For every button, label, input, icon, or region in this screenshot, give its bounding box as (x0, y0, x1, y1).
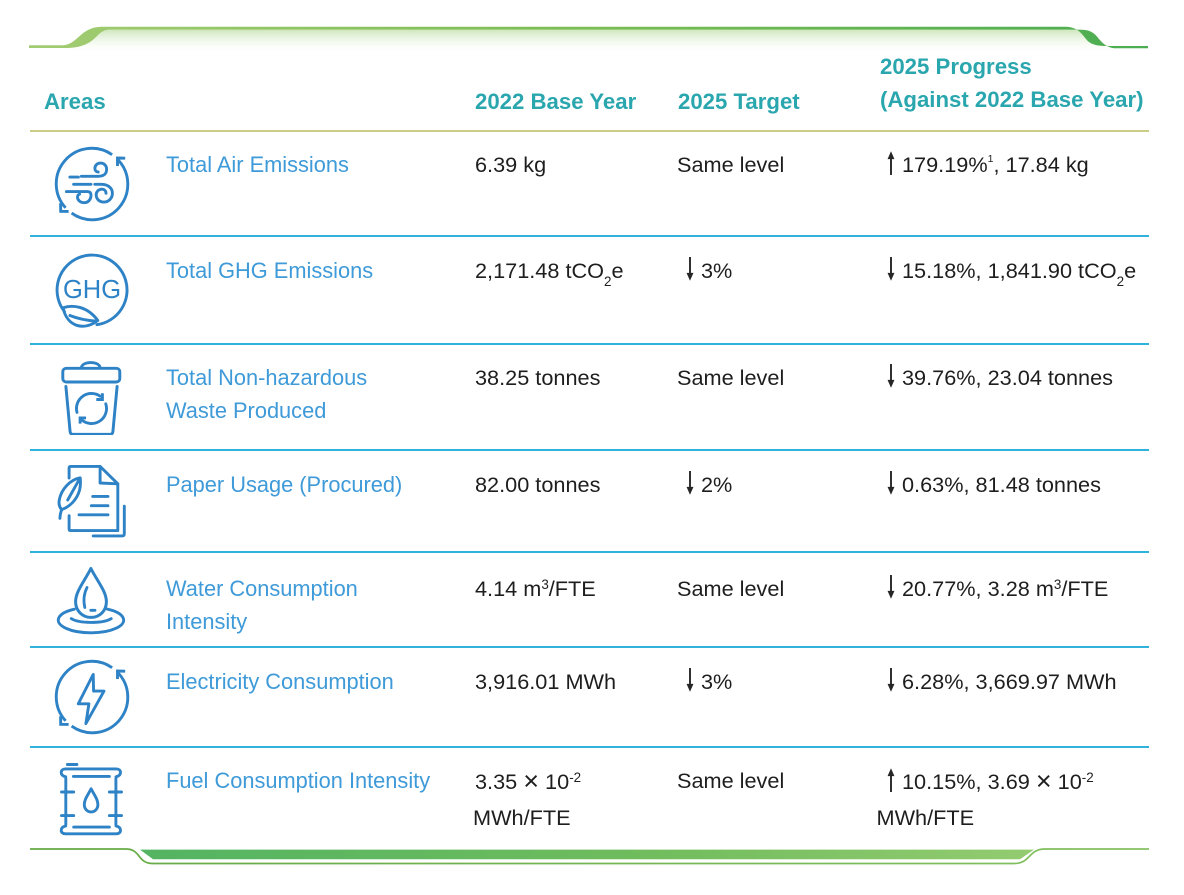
svg-text:GHG: GHG (62, 276, 120, 304)
